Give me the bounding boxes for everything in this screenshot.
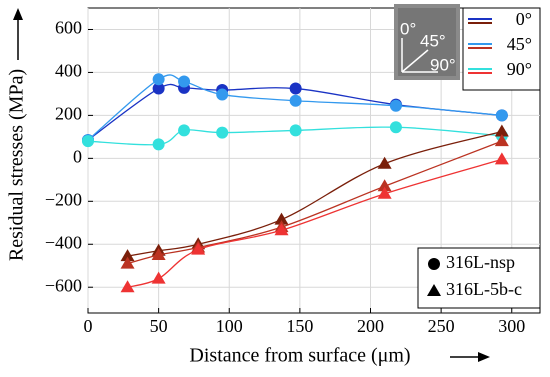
data-point: [389, 121, 402, 134]
x-tick-label: 150: [286, 316, 313, 336]
x-tick-label: 0: [84, 316, 93, 336]
data-point: [120, 256, 135, 269]
data-point: [377, 186, 392, 199]
y-arrow: [13, 8, 23, 60]
data-point: [216, 126, 229, 139]
y-tick-label: 0: [73, 146, 82, 166]
data-point: [389, 99, 402, 112]
legend-label: 0°: [516, 9, 532, 29]
x-tick-label: 200: [357, 316, 384, 336]
y-tick-label: 600: [55, 18, 82, 38]
x-tick-label: 250: [428, 316, 455, 336]
y-tick-label: −200: [45, 189, 82, 209]
data-point: [495, 109, 508, 122]
legend-label: 316L-5b-c: [446, 279, 522, 299]
data-point: [120, 249, 135, 262]
data-point: [82, 135, 94, 148]
x-tick-label: 300: [498, 316, 525, 336]
data-point: [191, 242, 206, 255]
legend-label: 90°: [507, 59, 532, 79]
data-point: [377, 156, 392, 169]
legend-label: 45°: [507, 34, 532, 54]
x-tick-label: 100: [216, 316, 243, 336]
data-point: [178, 75, 191, 88]
data-point: [274, 223, 289, 236]
inset-image: [394, 4, 460, 80]
data-point: [494, 124, 509, 137]
data-point: [494, 134, 509, 147]
x-axis-title: Distance from surface (μm): [189, 345, 410, 367]
inset-label: 45°: [420, 31, 446, 50]
y-tick-label: 200: [55, 104, 82, 124]
y-tick-label: −400: [45, 232, 82, 252]
y-tick-label: −600: [45, 275, 82, 295]
data-point: [289, 124, 302, 137]
legend-marker: [427, 284, 441, 296]
data-point: [289, 82, 302, 95]
data-point: [152, 82, 165, 95]
legend-marker: [428, 258, 440, 270]
data-point: [216, 88, 229, 101]
inset-label: 0°: [400, 19, 416, 38]
data-point: [274, 212, 289, 225]
data-point: [494, 152, 509, 165]
data-point: [178, 124, 191, 137]
y-axis-title: Residual stresses (MPa): [6, 69, 28, 261]
data-point: [377, 179, 392, 192]
legend-label: 316L-nsp: [446, 252, 515, 272]
data-point: [152, 73, 165, 86]
data-point: [120, 280, 135, 293]
x-arrow: [450, 352, 490, 362]
y-tick-label: 400: [55, 61, 82, 81]
data-point: [289, 94, 302, 107]
data-point: [151, 248, 166, 261]
x-tick-label: 50: [150, 316, 168, 336]
legend-box: [417, 247, 541, 309]
inset-label: 90°: [430, 55, 456, 74]
data-point: [151, 271, 166, 284]
data-point: [152, 138, 165, 151]
